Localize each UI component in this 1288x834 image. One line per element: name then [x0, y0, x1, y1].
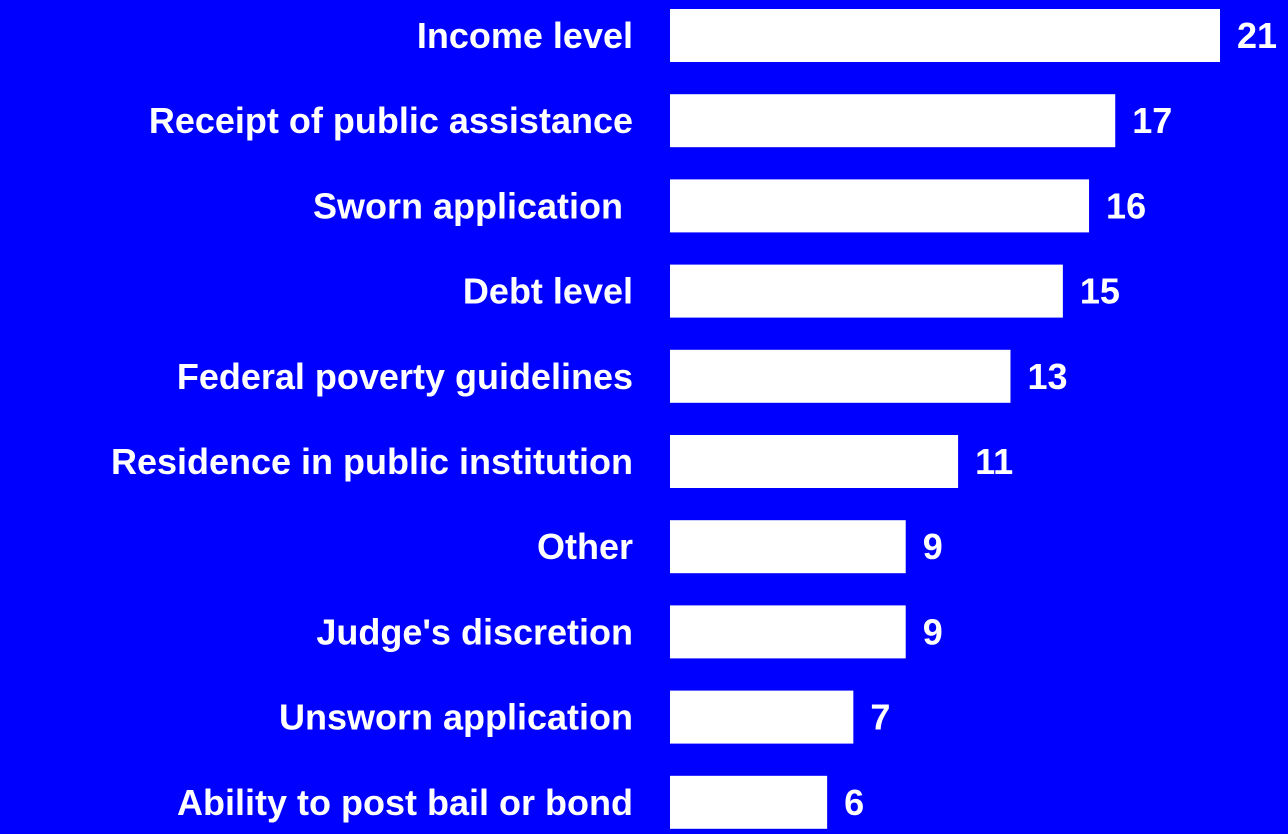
value-label: 7 [870, 697, 890, 738]
value-label: 9 [923, 526, 943, 567]
bar [670, 349, 1011, 403]
value-label: 21 [1237, 15, 1277, 56]
value-label: 11 [975, 441, 1013, 482]
category-label: Receipt of public assistance [149, 100, 633, 141]
category-label: Residence in public institution [111, 441, 633, 482]
bar [670, 9, 1220, 62]
category-label: Unsworn application [279, 697, 633, 738]
value-label: 15 [1080, 271, 1120, 312]
bar [670, 94, 1116, 148]
category-label: Ability to post bail or bond [177, 782, 633, 823]
category-label: Debt level [463, 271, 633, 312]
bar [670, 435, 959, 488]
value-label: 9 [923, 611, 943, 652]
bar [670, 264, 1063, 318]
bar [670, 605, 906, 659]
bar [670, 690, 854, 744]
category-label: Other [537, 526, 633, 567]
value-label: 6 [844, 782, 864, 823]
value-label: 13 [1027, 356, 1067, 397]
value-label: 16 [1106, 185, 1146, 226]
category-label: Judge's discretion [316, 611, 633, 652]
bar [670, 775, 828, 829]
value-label: 17 [1132, 100, 1172, 141]
category-label: Federal poverty guidelines [177, 356, 633, 397]
bar [670, 520, 906, 574]
bar-group: Income level 21 Receipt of public assistan… [111, 9, 1277, 829]
category-label: Sworn application [313, 185, 633, 226]
bar [670, 179, 1090, 233]
category-label: Income level [417, 15, 633, 56]
